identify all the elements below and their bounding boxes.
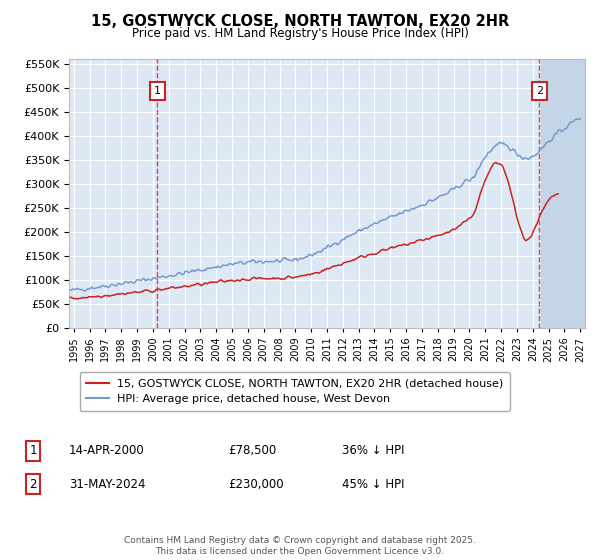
Text: Contains HM Land Registry data © Crown copyright and database right 2025.
This d: Contains HM Land Registry data © Crown c… <box>124 536 476 556</box>
Text: 31-MAY-2024: 31-MAY-2024 <box>69 478 146 491</box>
Text: 15, GOSTWYCK CLOSE, NORTH TAWTON, EX20 2HR: 15, GOSTWYCK CLOSE, NORTH TAWTON, EX20 2… <box>91 14 509 29</box>
Text: 1: 1 <box>29 444 37 458</box>
Text: 2: 2 <box>29 478 37 491</box>
Text: £230,000: £230,000 <box>228 478 284 491</box>
Legend: 15, GOSTWYCK CLOSE, NORTH TAWTON, EX20 2HR (detached house), HPI: Average price,: 15, GOSTWYCK CLOSE, NORTH TAWTON, EX20 2… <box>80 372 511 411</box>
Bar <box>541 59 585 328</box>
Text: Price paid vs. HM Land Registry's House Price Index (HPI): Price paid vs. HM Land Registry's House … <box>131 27 469 40</box>
Text: 36% ↓ HPI: 36% ↓ HPI <box>342 444 404 458</box>
Text: 1: 1 <box>154 86 161 96</box>
Text: 2: 2 <box>536 86 543 96</box>
Bar <box>541 59 585 328</box>
Text: 14-APR-2000: 14-APR-2000 <box>69 444 145 458</box>
Text: 45% ↓ HPI: 45% ↓ HPI <box>342 478 404 491</box>
Text: £78,500: £78,500 <box>228 444 276 458</box>
